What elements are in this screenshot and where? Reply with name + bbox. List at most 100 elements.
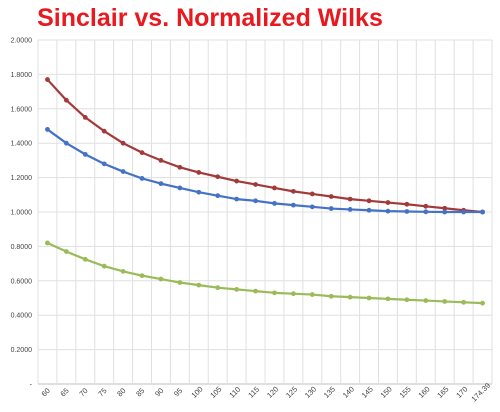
x-tick-label: 70 [77, 386, 89, 398]
series-3-point [385, 296, 391, 302]
series-3-point [196, 282, 202, 288]
gridlines [37, 39, 493, 385]
x-tick-label: 170 [454, 385, 469, 400]
series-1-point [290, 188, 296, 194]
x-tick-label: 155 [398, 385, 413, 400]
series-2-point [101, 161, 107, 167]
series-3-point [347, 294, 353, 300]
y-tick-label: 0.2000 [11, 347, 33, 354]
series-2-point [385, 208, 391, 214]
y-tick-label: 1.8000 [11, 72, 33, 79]
series-1-point [139, 150, 145, 156]
series-2-point [309, 204, 315, 210]
x-tick-label: 60 [40, 386, 52, 398]
x-tick-label: 165 [435, 385, 450, 400]
series-3-point [120, 268, 126, 274]
series-2-point [120, 169, 126, 174]
series-3-point [253, 288, 258, 294]
series-3-point [272, 290, 277, 296]
series-1-point [215, 174, 221, 180]
y-tick-label: 0.8000 [11, 244, 33, 251]
x-tick-label: 140 [341, 385, 356, 400]
y-tick-label: - [30, 382, 33, 389]
x-tick-label: 95 [172, 386, 184, 398]
series-2-line [46, 128, 483, 214]
x-tick-label: 125 [284, 385, 299, 400]
series-2-point [177, 185, 183, 191]
series-1-point [423, 203, 429, 209]
series-2-point [234, 196, 240, 202]
series-3-point [45, 240, 50, 246]
series-2-point [196, 189, 202, 195]
series-1-point [404, 201, 410, 207]
series-2-point [404, 209, 410, 214]
series-1-line [46, 78, 483, 214]
series-2-point [215, 193, 221, 199]
y-tick-label: 0.4000 [11, 313, 33, 320]
series-2-point [158, 181, 164, 187]
series-1-point [385, 200, 391, 205]
series-1-point [177, 164, 183, 170]
x-tick-label: 145 [360, 385, 375, 400]
series-2-point [480, 209, 485, 215]
series-2-point [139, 176, 145, 181]
series-1-point [63, 97, 69, 103]
series-3-point [480, 300, 485, 306]
series-2-point [366, 207, 372, 213]
series-2-point [461, 209, 467, 215]
series-2-point [442, 209, 448, 215]
series-1-point [272, 185, 277, 191]
y-tick-label: 1.2000 [11, 175, 33, 182]
series-1-point [45, 77, 50, 82]
y-tick-label: 2.0000 [11, 38, 33, 45]
x-tick-label: 160 [416, 385, 431, 400]
x-tick-label: 80 [115, 386, 127, 398]
x-tick-label: 105 [208, 385, 223, 400]
x-tick-label: 130 [303, 385, 318, 400]
series-2-point [82, 151, 88, 157]
series-1-point [442, 205, 448, 211]
x-tick-label: 90 [153, 386, 165, 398]
series-2-point [45, 127, 50, 132]
series-2-point [423, 209, 429, 215]
series-3-point [63, 249, 69, 254]
x-tick-label: 150 [379, 385, 394, 400]
series-3-point [234, 287, 240, 292]
series-3-point [309, 292, 315, 297]
series-2-point [328, 206, 334, 211]
y-axis-tick-labels: - 0.2000 0.4000 0.6000 0.8000 1.0000 1.2000 1.4… [11, 38, 33, 389]
x-tick-label: 135 [322, 385, 337, 400]
series-1-point [309, 191, 315, 197]
series-2-point [290, 202, 296, 208]
x-tick-label: 100 [189, 385, 204, 400]
x-tick-label: 115 [246, 385, 261, 400]
series-2-point [63, 140, 69, 146]
series-1-point [234, 178, 240, 184]
series-2-point [347, 207, 353, 212]
series-3-point [215, 285, 221, 291]
y-tick-label: 1.0000 [11, 210, 33, 217]
series-3-point [82, 256, 88, 262]
series-3-point [158, 276, 164, 282]
series-3-point [461, 299, 467, 305]
y-tick-label: 1.6000 [11, 106, 33, 113]
series-1-point [347, 196, 353, 202]
x-tick-label: 110 [227, 385, 242, 400]
series-1-point [328, 194, 334, 199]
series-3-point [442, 299, 448, 304]
series-1-point [366, 198, 372, 204]
x-tick-label: 120 [265, 385, 280, 400]
series-1-point [120, 140, 126, 146]
x-tick-label: 75 [96, 386, 108, 398]
series-3-point [139, 273, 145, 279]
y-tick-label: 0.6000 [11, 278, 33, 285]
series-3-point [328, 293, 334, 299]
series-3-point [404, 297, 410, 303]
series-lines [45, 77, 485, 306]
series-1-point [82, 115, 88, 120]
series-2-point [272, 201, 277, 206]
series-1-point [101, 128, 107, 134]
series-1-point [253, 182, 258, 187]
series-1-point [196, 170, 202, 175]
x-tick-label: 85 [134, 386, 146, 398]
